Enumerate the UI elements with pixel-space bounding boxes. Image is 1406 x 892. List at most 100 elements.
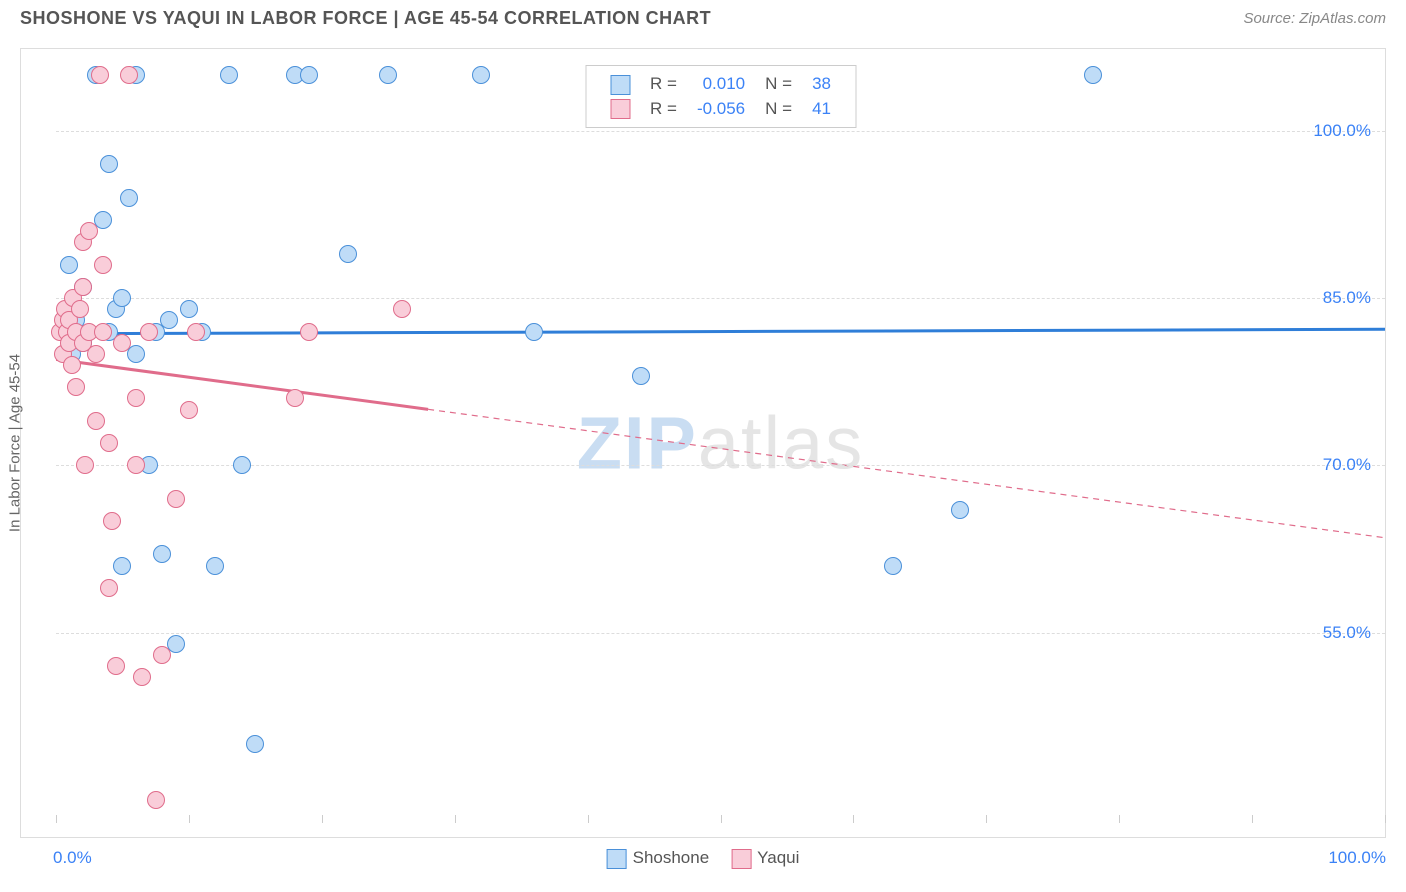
plot-area: ZIPatlas R = 0.010 N = 38 R = -0.056 N =… — [56, 64, 1385, 822]
watermark: ZIPatlas — [577, 401, 864, 486]
legend-label: Yaqui — [757, 848, 799, 867]
data-point-yaqui — [167, 490, 185, 508]
series-legend: Shoshone Yaqui — [607, 848, 800, 869]
data-point-yaqui — [153, 646, 171, 664]
x-tick — [56, 815, 57, 823]
data-point-yaqui — [63, 356, 81, 374]
data-point-yaqui — [67, 378, 85, 396]
data-point-shoshone — [472, 66, 490, 84]
data-point-yaqui — [113, 334, 131, 352]
data-point-yaqui — [80, 222, 98, 240]
x-tick — [189, 815, 190, 823]
data-point-yaqui — [76, 456, 94, 474]
y-tick-label: 85.0% — [1323, 288, 1371, 308]
chart-title: SHOSHONE VS YAQUI IN LABOR FORCE | AGE 4… — [20, 8, 711, 29]
data-point-yaqui — [147, 791, 165, 809]
x-tick — [1252, 815, 1253, 823]
data-point-yaqui — [120, 66, 138, 84]
data-point-yaqui — [74, 278, 92, 296]
correlation-legend: R = 0.010 N = 38 R = -0.056 N = 41 — [585, 65, 856, 128]
data-point-shoshone — [632, 367, 650, 385]
y-tick-label: 55.0% — [1323, 623, 1371, 643]
legend-r-value-shoshone: 0.010 — [687, 72, 755, 97]
legend-r-label: R = — [640, 97, 687, 122]
data-point-shoshone — [379, 66, 397, 84]
trendline-shoshone — [56, 329, 1385, 333]
legend-item-shoshone: Shoshone — [607, 848, 710, 869]
legend-label: Shoshone — [633, 848, 710, 867]
data-point-shoshone — [884, 557, 902, 575]
legend-swatch — [731, 849, 751, 869]
legend-r-value-yaqui: -0.056 — [687, 97, 755, 122]
x-tick — [853, 815, 854, 823]
x-tick — [721, 815, 722, 823]
trend-lines — [56, 64, 1385, 822]
legend-item-yaqui: Yaqui — [731, 848, 799, 869]
data-point-yaqui — [107, 657, 125, 675]
data-point-yaqui — [94, 256, 112, 274]
data-point-shoshone — [60, 256, 78, 274]
data-point-yaqui — [103, 512, 121, 530]
data-point-shoshone — [951, 501, 969, 519]
y-tick-label: 70.0% — [1323, 455, 1371, 475]
data-point-yaqui — [140, 323, 158, 341]
data-point-shoshone — [113, 289, 131, 307]
gridline — [56, 465, 1385, 466]
data-point-shoshone — [120, 189, 138, 207]
trendline-dashed-yaqui — [428, 409, 1385, 537]
data-point-shoshone — [525, 323, 543, 341]
data-point-yaqui — [100, 434, 118, 452]
x-tick — [1385, 815, 1386, 823]
data-point-yaqui — [87, 412, 105, 430]
data-point-yaqui — [87, 345, 105, 363]
legend-n-label: N = — [755, 97, 802, 122]
x-axis-label-right: 100.0% — [1328, 848, 1386, 868]
legend-n-label: N = — [755, 72, 802, 97]
legend-swatch-yaqui — [610, 99, 630, 119]
x-tick — [1119, 815, 1120, 823]
legend-n-value-yaqui: 41 — [802, 97, 841, 122]
data-point-yaqui — [187, 323, 205, 341]
data-point-shoshone — [220, 66, 238, 84]
chart-container: In Labor Force | Age 45-54 ZIPatlas R = … — [20, 48, 1386, 838]
data-point-yaqui — [127, 456, 145, 474]
chart-header: SHOSHONE VS YAQUI IN LABOR FORCE | AGE 4… — [0, 0, 1406, 33]
data-point-shoshone — [206, 557, 224, 575]
legend-row-shoshone: R = 0.010 N = 38 — [600, 72, 841, 97]
y-tick-label: 100.0% — [1313, 121, 1371, 141]
data-point-shoshone — [233, 456, 251, 474]
data-point-yaqui — [180, 401, 198, 419]
legend-swatch-shoshone — [610, 75, 630, 95]
data-point-shoshone — [180, 300, 198, 318]
data-point-shoshone — [153, 545, 171, 563]
data-point-yaqui — [393, 300, 411, 318]
gridline — [56, 633, 1385, 634]
x-tick — [455, 815, 456, 823]
data-point-shoshone — [113, 557, 131, 575]
x-tick — [322, 815, 323, 823]
data-point-yaqui — [286, 389, 304, 407]
data-point-yaqui — [91, 66, 109, 84]
data-point-yaqui — [127, 389, 145, 407]
legend-r-label: R = — [640, 72, 687, 97]
legend-row-yaqui: R = -0.056 N = 41 — [600, 97, 841, 122]
x-axis-label-left: 0.0% — [53, 848, 92, 868]
data-point-shoshone — [246, 735, 264, 753]
watermark-part1: ZIP — [577, 402, 698, 485]
x-tick — [986, 815, 987, 823]
legend-n-value-shoshone: 38 — [802, 72, 841, 97]
watermark-part2: atlas — [698, 402, 864, 485]
gridline — [56, 131, 1385, 132]
x-tick — [588, 815, 589, 823]
data-point-shoshone — [300, 66, 318, 84]
data-point-shoshone — [160, 311, 178, 329]
data-point-yaqui — [300, 323, 318, 341]
data-point-yaqui — [133, 668, 151, 686]
y-axis-label: In Labor Force | Age 45-54 — [7, 354, 24, 532]
data-point-yaqui — [100, 579, 118, 597]
legend-swatch — [607, 849, 627, 869]
data-point-yaqui — [71, 300, 89, 318]
data-point-shoshone — [1084, 66, 1102, 84]
trendline-yaqui — [56, 359, 428, 409]
gridline — [56, 298, 1385, 299]
